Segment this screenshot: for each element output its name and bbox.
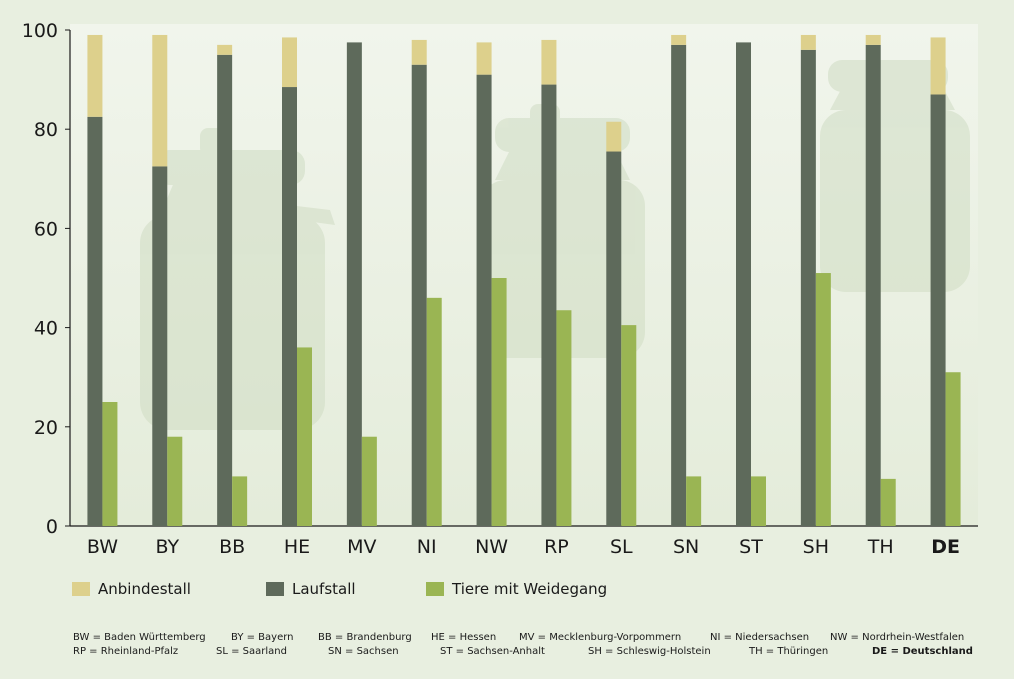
y-tick-label: 100	[22, 20, 58, 42]
bar-laufstall-he	[282, 87, 297, 526]
bar-weidegang-th	[880, 478, 896, 526]
abbr-th: TH = Thüringen	[749, 646, 829, 657]
bar-weidegang-bw	[102, 402, 118, 526]
x-tick-label-nw: NW	[475, 536, 508, 558]
abbr-ni: NI = Niedersachsen	[710, 632, 810, 643]
y-tick-label: 0	[46, 516, 58, 538]
bar-weidegang-he	[297, 347, 312, 526]
bar-anbindestall-sl	[606, 121, 622, 152]
legend-swatch-laufstall	[266, 582, 284, 596]
bar-anbindestall-sh	[800, 34, 816, 50]
bar-anbindestall-by	[152, 34, 168, 167]
bar-weidegang-bb	[232, 476, 248, 526]
bar-laufstall-ni	[411, 64, 427, 526]
bar-anbindestall-bb	[217, 44, 233, 55]
bar-laufstall-nw	[476, 74, 492, 526]
y-tick-label: 80	[34, 119, 58, 141]
legend-item-anbindestall: Anbindestall	[72, 580, 191, 598]
bar-laufstall-bw	[87, 116, 103, 527]
bar-weidegang-de	[945, 372, 961, 526]
legend-swatch-weidegang	[426, 582, 444, 596]
bar-anbindestall-de	[930, 37, 946, 95]
x-tick-label-bw: BW	[87, 536, 118, 558]
bar-weidegang-rp	[556, 310, 572, 526]
x-tick-label-th: TH	[867, 536, 894, 558]
x-tick-label-ni: NI	[417, 536, 437, 558]
x-tick-label-de: DE	[931, 536, 960, 558]
x-tick-label-bb: BB	[219, 536, 245, 558]
legend-item-weidegang: Tiere mit Weidegang	[426, 580, 607, 598]
bar-laufstall-th	[865, 44, 881, 526]
y-tick-label: 60	[34, 218, 58, 240]
x-tick-label-rp: RP	[544, 536, 569, 558]
bar-weidegang-nw	[491, 278, 507, 526]
abbr-sn: SN = Sachsen	[328, 646, 399, 657]
bar-weidegang-by	[167, 436, 183, 526]
legend-swatch-anbindestall	[72, 582, 90, 596]
bar-laufstall-mv	[346, 42, 362, 527]
bar-anbindestall-bw	[87, 34, 103, 117]
legend-label-anbindestall: Anbindestall	[98, 580, 191, 598]
bar-laufstall-de	[930, 94, 946, 526]
bar-anbindestall-nw	[476, 42, 492, 75]
y-tick-label: 20	[34, 417, 58, 439]
bar-weidegang-st	[751, 476, 766, 526]
bar-anbindestall-ni	[411, 39, 427, 65]
legend-label-laufstall: Laufstall	[292, 580, 356, 598]
bar-weidegang-sn	[686, 476, 702, 526]
bar-weidegang-ni	[426, 297, 442, 526]
bar-laufstall-sn	[671, 44, 687, 526]
bar-anbindestall-sn	[671, 34, 687, 45]
abbr-sl: SL = Saarland	[216, 646, 287, 657]
y-tick-label: 40	[34, 318, 58, 340]
abbr-he: HE = Hessen	[431, 632, 497, 643]
abbr-bb: BB = Brandenburg	[318, 632, 412, 643]
x-tick-label-sl: SL	[610, 536, 633, 558]
x-tick-label-st: ST	[739, 536, 763, 558]
bar-laufstall-st	[736, 42, 751, 527]
legend-item-laufstall: Laufstall	[266, 580, 356, 598]
abbr-bw: BW = Baden Württemberg	[73, 632, 206, 643]
x-tick-label-mv: MV	[347, 536, 376, 558]
abbr-st: ST = Sachsen-Anhalt	[440, 646, 545, 657]
x-tick-label-he: HE	[284, 536, 310, 558]
abbr-mv: MV = Mecklenburg-Vorpommern	[519, 632, 682, 643]
bar-laufstall-rp	[541, 84, 557, 526]
abbr-de: DE = Deutschland	[872, 646, 973, 657]
abbr-sh: SH = Schleswig-Holstein	[588, 646, 711, 657]
legend: Anbindestall Laufstall Tiere mit Weidega…	[72, 580, 952, 606]
bar-anbindestall-rp	[541, 39, 557, 85]
bar-weidegang-sl	[621, 325, 637, 526]
bar-anbindestall-th	[865, 34, 881, 45]
bar-laufstall-bb	[217, 54, 233, 527]
bar-laufstall-sh	[800, 49, 816, 527]
x-tick-label-by: BY	[155, 536, 179, 558]
bar-anbindestall-he	[282, 37, 297, 88]
legend-label-weidegang: Tiere mit Weidegang	[452, 580, 608, 598]
bar-laufstall-sl	[606, 151, 622, 526]
abbr-nw: NW = Nordrhein-Westfalen	[830, 632, 965, 643]
bar-weidegang-mv	[361, 436, 377, 526]
x-tick-label-sn: SN	[673, 536, 699, 558]
bar-weidegang-sh	[815, 273, 831, 526]
abbr-rp: RP = Rheinland-Pfalz	[73, 646, 179, 657]
x-tick-label-sh: SH	[803, 536, 829, 558]
abbr-by: BY = Bayern	[231, 632, 294, 643]
bar-laufstall-by	[152, 166, 168, 526]
